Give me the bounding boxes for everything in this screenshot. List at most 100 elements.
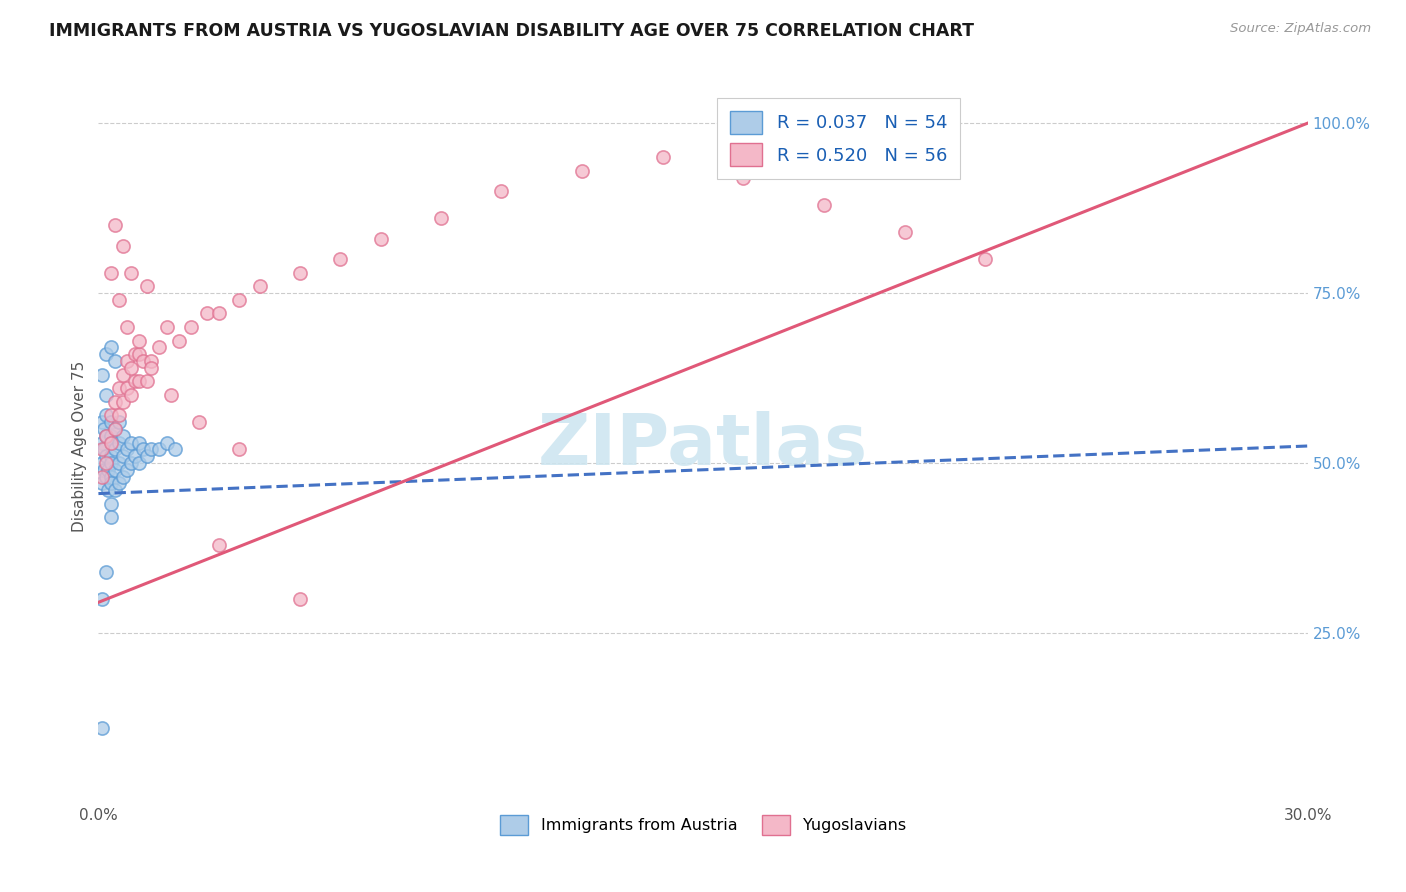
Legend: Immigrants from Austria, Yugoslavians: Immigrants from Austria, Yugoslavians: [491, 805, 915, 845]
Point: [107, 456, 129, 470]
Point: [288, 266, 311, 280]
Point: [120, 456, 142, 470]
Point: [132, 354, 155, 368]
Point: [100, 435, 122, 450]
Point: [115, 463, 138, 477]
Point: [91, 456, 114, 470]
Point: [156, 435, 179, 450]
Point: [228, 442, 250, 457]
Point: [651, 150, 673, 164]
Point: [93, 422, 115, 436]
Text: IMMIGRANTS FROM AUSTRIA VS YUGOSLAVIAN DISABILITY AGE OVER 75 CORRELATION CHART: IMMIGRANTS FROM AUSTRIA VS YUGOSLAVIAN D…: [49, 22, 974, 40]
Point: [100, 476, 122, 491]
Point: [111, 469, 134, 483]
Point: [329, 252, 352, 266]
Point: [107, 293, 129, 307]
Point: [156, 320, 179, 334]
Point: [128, 456, 150, 470]
Point: [103, 483, 125, 498]
Point: [103, 422, 125, 436]
Point: [97, 483, 120, 498]
Text: Source: ZipAtlas.com: Source: ZipAtlas.com: [1230, 22, 1371, 36]
Point: [91, 476, 114, 491]
Point: [571, 163, 593, 178]
Point: [115, 442, 138, 457]
Point: [288, 591, 311, 606]
Point: [115, 354, 138, 368]
Point: [249, 279, 271, 293]
Point: [370, 232, 392, 246]
Point: [100, 415, 122, 429]
Point: [128, 347, 150, 361]
Point: [124, 375, 146, 389]
Point: [91, 721, 114, 735]
Point: [96, 565, 118, 579]
Point: [208, 537, 231, 551]
Point: [100, 266, 122, 280]
Point: [91, 442, 114, 457]
Point: [195, 306, 218, 320]
Point: [135, 375, 157, 389]
Point: [96, 409, 118, 423]
Point: [93, 442, 115, 457]
Point: [491, 184, 513, 198]
Point: [139, 360, 162, 375]
Point: [128, 334, 150, 348]
Point: [96, 449, 118, 463]
Point: [103, 463, 125, 477]
Point: [111, 394, 134, 409]
Point: [180, 320, 202, 334]
Point: [100, 497, 122, 511]
Point: [135, 449, 157, 463]
Point: [733, 170, 755, 185]
Point: [128, 375, 150, 389]
Point: [139, 442, 162, 457]
Point: [148, 341, 170, 355]
Point: [893, 225, 915, 239]
Point: [107, 381, 129, 395]
Point: [100, 449, 122, 463]
Point: [96, 429, 118, 443]
Point: [111, 238, 134, 252]
Point: [111, 368, 134, 382]
Point: [103, 394, 125, 409]
Point: [91, 368, 114, 382]
Point: [91, 415, 114, 429]
Point: [91, 591, 114, 606]
Point: [96, 429, 118, 443]
Point: [100, 429, 122, 443]
Point: [107, 435, 129, 450]
Point: [100, 510, 122, 524]
Point: [115, 320, 138, 334]
Point: [103, 422, 125, 436]
Point: [160, 388, 183, 402]
Point: [135, 279, 157, 293]
Point: [96, 388, 118, 402]
Point: [111, 449, 134, 463]
Point: [188, 415, 211, 429]
Point: [100, 469, 122, 483]
Point: [91, 435, 114, 450]
Point: [103, 442, 125, 457]
Point: [115, 381, 138, 395]
Text: ZIPatlas: ZIPatlas: [538, 411, 868, 481]
Point: [107, 415, 129, 429]
Point: [163, 442, 186, 457]
Point: [430, 211, 453, 226]
Point: [100, 435, 122, 450]
Point: [128, 435, 150, 450]
Point: [120, 266, 142, 280]
Point: [103, 218, 125, 232]
Point: [813, 198, 835, 212]
Point: [208, 306, 231, 320]
Point: [111, 429, 134, 443]
Point: [107, 476, 129, 491]
Point: [148, 442, 170, 457]
Point: [100, 341, 122, 355]
Point: [103, 354, 125, 368]
Point: [107, 409, 129, 423]
Y-axis label: Disability Age Over 75: Disability Age Over 75: [72, 360, 87, 532]
Point: [120, 435, 142, 450]
Point: [124, 449, 146, 463]
Point: [100, 409, 122, 423]
